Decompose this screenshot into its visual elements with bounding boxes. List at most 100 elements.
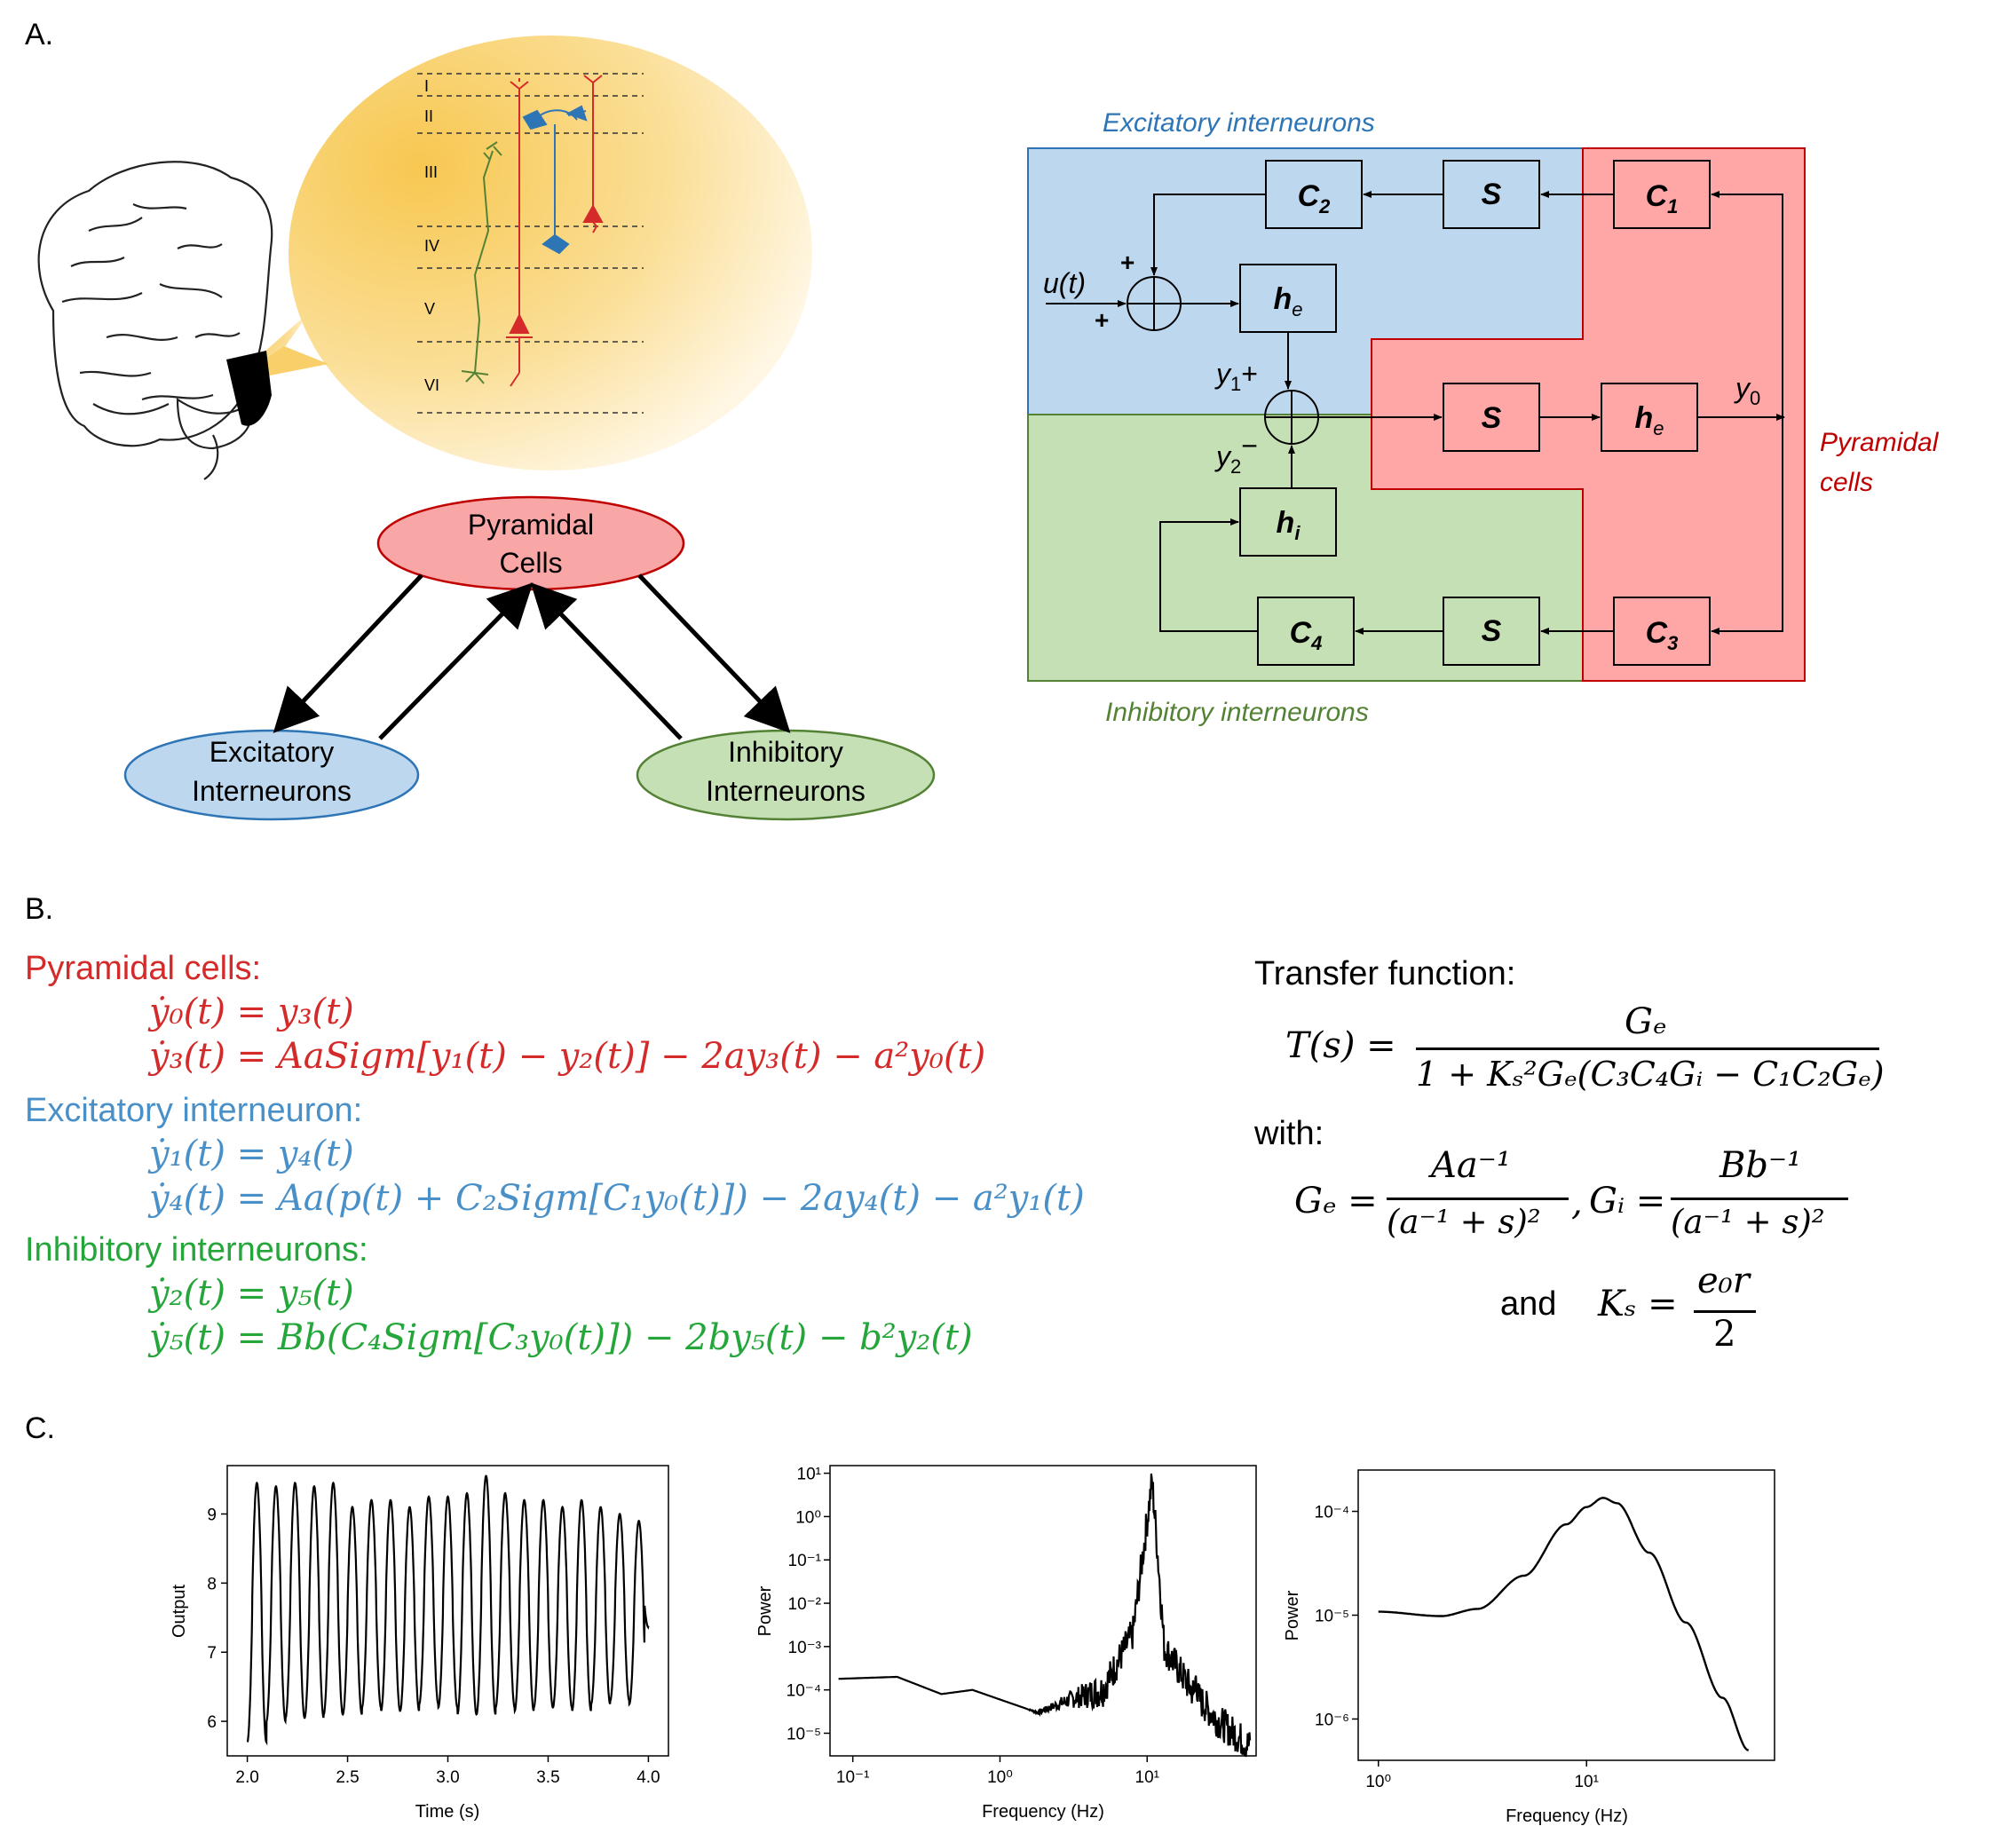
block-c1-label: C1: [1646, 179, 1679, 217]
inhibitory-label-2: Interneurons: [706, 775, 866, 807]
chart1-ytick-label: 9: [207, 1506, 217, 1525]
block-hi: [1239, 487, 1337, 557]
plus-sign-top: +: [1120, 249, 1134, 276]
chart1-xtick-label: 3.5: [536, 1768, 559, 1787]
transfer-lhs: T(s) =: [1285, 1025, 1396, 1066]
panel-label-b: B.: [25, 892, 54, 926]
block-c3-label: C3: [1646, 616, 1679, 654]
speech-bubble-body: [289, 36, 812, 470]
population-arrows: [273, 573, 791, 740]
chart1-series-line: [246, 1474, 650, 1746]
y0-label: y0: [1734, 372, 1760, 409]
gi-denominator: (a⁻¹ + s)²: [1671, 1203, 1825, 1241]
chart3-xtick-label: 10¹: [1574, 1773, 1598, 1791]
layer-label-3: III: [424, 163, 438, 181]
chart2-ytick-label: 10⁻⁴: [787, 1682, 821, 1701]
cortical-layer-lines: [417, 73, 644, 414]
power-spectrum-chart: 10⁻¹ 10⁰ 10¹ 10¹ 10⁰ 10⁻¹ 10⁻² 10⁻³ 10⁻⁴ 10⁻⁵ Fre…: [755, 1465, 1257, 1822]
ge-fraction-bar: [1387, 1198, 1569, 1200]
pyramidal-eq-2: ẏ₃(t) = AaSigm[y₁(t) − y₂(t)] − 2ay₃(t) …: [149, 1036, 986, 1077]
brain-icon: [37, 161, 273, 480]
inhibitory-label-1: Inhibitory: [728, 736, 843, 768]
chart2-series-line: [838, 1473, 1252, 1758]
ge-numerator: Aa⁻¹: [1431, 1145, 1511, 1186]
chart1-xlabel: Time (s): [415, 1802, 480, 1822]
chart1-xtick-label: 4.0: [636, 1768, 660, 1787]
ge-lhs: Gₑ =: [1294, 1181, 1378, 1221]
pyramidal-title-1: Pyramidal: [1820, 428, 1940, 457]
block-he-mid-label: he: [1634, 401, 1664, 439]
chart2-xtick-label: 10⁰: [987, 1768, 1013, 1787]
block-s-mid-label: S: [1482, 401, 1502, 435]
inhibitory-heading: Inhibitory interneurons:: [25, 1231, 368, 1269]
block-he-top-label: he: [1273, 282, 1302, 320]
layer-label-2: II: [424, 107, 433, 125]
chart3-ytick-label: 10⁻⁶: [1315, 1711, 1349, 1729]
chart2-ytick-label: 10⁻³: [788, 1639, 822, 1657]
excitatory-eq-1: ẏ₁(t) = y₄(t): [149, 1134, 354, 1174]
chart1-xtick-label: 2.5: [336, 1768, 359, 1787]
ge-comma: ,: [1571, 1182, 1583, 1223]
chart2-ytick-label: 10⁰: [795, 1508, 821, 1527]
pyramidal-region: [1371, 147, 1806, 682]
layer-label-4: IV: [424, 237, 439, 255]
transfer-spectrum-chart: 10⁰ 10¹ 10⁻⁴ 10⁻⁵ 10⁻⁶ Frequency (Hz) Power: [1283, 1469, 1775, 1826]
transfer-denominator: 1 + Kₛ²Gₑ(C₃C₄Gᵢ − C₁C₂Gₑ): [1416, 1055, 1885, 1094]
chart1-ylabel: Output: [170, 1585, 189, 1638]
chart2-ytick-label: 10⁻²: [788, 1595, 822, 1614]
plus-sign-left: +: [1095, 306, 1109, 334]
inhibitory-eq-2: ẏ₅(t) = Bb(C₄Sigm[C₃y₀(t)]) − 2by₅(t) − …: [149, 1317, 973, 1358]
input-label: u(t): [1043, 267, 1086, 299]
and-label: and: [1500, 1285, 1557, 1323]
excitatory-ellipse: [123, 729, 420, 821]
gi-lhs: Gᵢ =: [1589, 1181, 1666, 1221]
pyramidal-eq-1: ẏ₀(t) = y₃(t): [149, 992, 354, 1032]
ks-lhs: Kₛ =: [1598, 1284, 1678, 1324]
block-s-bot-label: S: [1482, 614, 1502, 648]
y1-label: y1+: [1214, 358, 1258, 395]
chart2-ytick-label: 10¹: [797, 1466, 821, 1484]
chart3-xtick-label: 10⁰: [1365, 1773, 1391, 1791]
time-series-chart: 2.0 2.5 3.0 3.5 4.0 6 7 8 9 Time (s) Output: [170, 1465, 669, 1822]
inhibitory-title: Inhibitory interneurons: [1105, 698, 1369, 727]
chart2-xtick-label: 10⁻¹: [836, 1768, 870, 1787]
chart2-ytick-label: 10⁻⁵: [787, 1725, 821, 1743]
chart3-xlabel: Frequency (Hz): [1506, 1806, 1628, 1826]
excitatory-eq-2: ẏ₄(t) = Aa(p(t) + C₂Sigm[C₁y₀(t)]) − 2ay…: [149, 1178, 1085, 1219]
pyramidal-label-2: Cells: [499, 547, 562, 579]
block-s-top-label: S: [1482, 178, 1502, 211]
pyramidal-label-1: Pyramidal: [468, 509, 594, 541]
gi-numerator: Bb⁻¹: [1720, 1145, 1802, 1186]
excitatory-label-1: Excitatory: [210, 736, 334, 768]
inhibitory-eq-1: ẏ₂(t) = y₅(t): [149, 1273, 354, 1314]
chart1-ytick-label: 7: [207, 1644, 217, 1663]
block-c2-label: C2: [1298, 179, 1332, 217]
ks-fraction-bar: [1694, 1310, 1756, 1313]
chart1-ytick-label: 6: [207, 1713, 217, 1732]
chart2-xlabel: Frequency (Hz): [982, 1802, 1104, 1822]
cortex-illustration: I II III IV V VI Pyramidal Cells Excitat…: [37, 36, 936, 821]
panel-label-c: C.: [25, 1411, 55, 1445]
chart3-ylabel: Power: [1283, 1590, 1302, 1640]
transfer-heading: Transfer function:: [1254, 955, 1516, 992]
chart3-ytick-label: 10⁻⁵: [1315, 1608, 1349, 1626]
ks-numerator: e₀r: [1697, 1261, 1750, 1301]
neuron-illustration: [461, 75, 604, 387]
chart2-ytick-label: 10⁻¹: [788, 1552, 822, 1570]
chart2-ylabel: Power: [755, 1585, 775, 1636]
block-diagram: Excitatory interneurons Inhibitory inter…: [1027, 108, 1940, 727]
chart2-xtick-label: 10¹: [1135, 1768, 1159, 1787]
panel-label-a: A.: [25, 18, 54, 51]
chart1-xtick-label: 2.0: [235, 1768, 258, 1787]
excitatory-heading: Excitatory interneuron:: [25, 1092, 363, 1129]
layer-label-6: VI: [424, 376, 439, 394]
chart3-series-line: [1378, 1497, 1750, 1751]
excitatory-label-2: Interneurons: [192, 775, 352, 807]
gi-fraction-bar: [1671, 1198, 1848, 1200]
block-hi-label: hi: [1277, 506, 1301, 544]
pyramidal-heading: Pyramidal cells:: [25, 950, 262, 987]
occipital-region: [226, 351, 272, 426]
with-label: with:: [1254, 1115, 1324, 1152]
ge-denominator: (a⁻¹ + s)²: [1387, 1203, 1541, 1241]
y2-label: y2−: [1214, 430, 1258, 478]
